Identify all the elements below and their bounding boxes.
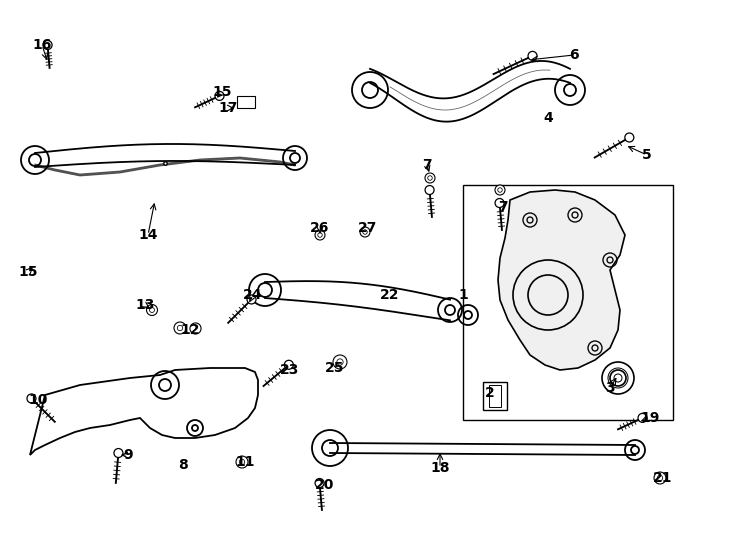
Circle shape bbox=[315, 478, 324, 488]
Circle shape bbox=[625, 133, 634, 142]
Text: 2: 2 bbox=[485, 386, 495, 400]
Circle shape bbox=[654, 472, 666, 484]
Text: 10: 10 bbox=[29, 393, 48, 407]
Text: 24: 24 bbox=[243, 288, 263, 302]
Text: 7: 7 bbox=[498, 200, 508, 214]
Bar bbox=[463, 185, 673, 420]
Circle shape bbox=[114, 449, 123, 457]
Text: 15: 15 bbox=[18, 265, 37, 279]
Circle shape bbox=[425, 186, 434, 194]
Text: 1: 1 bbox=[458, 288, 468, 302]
Bar bbox=[483, 382, 507, 410]
Text: 9: 9 bbox=[123, 448, 133, 462]
Circle shape bbox=[147, 305, 158, 315]
Text: 12: 12 bbox=[181, 323, 200, 337]
Text: 14: 14 bbox=[138, 228, 158, 242]
Text: 11: 11 bbox=[236, 455, 255, 469]
Circle shape bbox=[495, 185, 505, 195]
Circle shape bbox=[43, 40, 52, 50]
Text: 25: 25 bbox=[325, 361, 345, 375]
Circle shape bbox=[333, 355, 347, 369]
Polygon shape bbox=[30, 368, 258, 455]
Circle shape bbox=[425, 173, 435, 183]
Circle shape bbox=[236, 456, 248, 468]
Text: 21: 21 bbox=[653, 471, 673, 485]
Text: 23: 23 bbox=[280, 363, 299, 377]
Text: 16: 16 bbox=[32, 38, 51, 52]
Bar bbox=[489, 385, 501, 407]
Circle shape bbox=[638, 414, 647, 422]
Text: 26: 26 bbox=[310, 221, 330, 235]
Circle shape bbox=[528, 51, 537, 60]
Text: 20: 20 bbox=[316, 478, 335, 492]
Bar bbox=[237, 96, 255, 108]
Text: 6: 6 bbox=[569, 48, 579, 62]
Text: 3: 3 bbox=[606, 381, 615, 395]
Text: 17: 17 bbox=[218, 101, 238, 115]
Circle shape bbox=[495, 199, 504, 207]
Polygon shape bbox=[498, 190, 625, 370]
Circle shape bbox=[360, 227, 370, 237]
Text: 4: 4 bbox=[543, 111, 553, 125]
Text: 13: 13 bbox=[135, 298, 155, 312]
Circle shape bbox=[315, 230, 325, 240]
Circle shape bbox=[284, 360, 294, 369]
Circle shape bbox=[174, 322, 186, 334]
Text: 18: 18 bbox=[430, 461, 450, 475]
Text: 7: 7 bbox=[422, 158, 432, 172]
Text: 5: 5 bbox=[642, 148, 652, 162]
Circle shape bbox=[27, 394, 36, 403]
Circle shape bbox=[215, 91, 224, 100]
Text: 8: 8 bbox=[178, 458, 188, 472]
Text: 22: 22 bbox=[380, 288, 400, 302]
Text: 15: 15 bbox=[212, 85, 232, 99]
Circle shape bbox=[247, 295, 256, 304]
Text: 19: 19 bbox=[640, 411, 660, 425]
Text: 27: 27 bbox=[358, 221, 378, 235]
